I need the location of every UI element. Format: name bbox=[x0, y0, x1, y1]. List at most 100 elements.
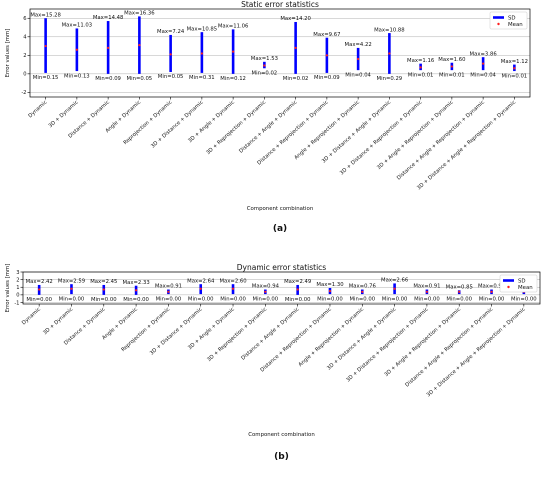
panel-label: (a) bbox=[273, 224, 287, 234]
x-tick-label: 3D + Dynamic bbox=[42, 306, 74, 336]
min-label: Min=0.04 bbox=[470, 72, 496, 78]
y-axis-label: Error values [mm] bbox=[5, 29, 11, 78]
max-label: Max=0.91 bbox=[413, 284, 440, 290]
y-tick-label: 4 bbox=[23, 35, 27, 41]
x-tick-label: Distance + Reprojection + Dynamic bbox=[259, 306, 332, 373]
plot-frame bbox=[22, 271, 541, 305]
max-label: Max=11.06 bbox=[218, 24, 249, 30]
mean-marker bbox=[75, 48, 78, 51]
min-label: Min=0.15 bbox=[33, 75, 59, 81]
mean-marker bbox=[361, 290, 364, 293]
max-label: Max=2.42 bbox=[26, 279, 53, 285]
max-label: Max=7.24 bbox=[157, 29, 185, 35]
chart-title: Dynamic error statistics bbox=[237, 263, 327, 272]
mean-marker bbox=[231, 287, 235, 290]
min-label: Min=0.00 bbox=[285, 297, 311, 303]
max-label: Max=4.22 bbox=[345, 42, 372, 48]
mean-marker bbox=[325, 54, 328, 57]
mean-marker bbox=[199, 287, 202, 290]
mean-marker bbox=[296, 288, 299, 291]
max-label: Max=10.85 bbox=[187, 26, 218, 32]
mean-marker bbox=[419, 66, 422, 69]
mean-marker bbox=[138, 44, 141, 47]
legend-sd-label: SD bbox=[508, 16, 516, 22]
min-label: Min=0.00 bbox=[382, 296, 408, 302]
x-tick-label: 3D + Dynamic bbox=[48, 99, 80, 129]
x-tick-label: Distance + Angle + Dynamic bbox=[240, 306, 300, 361]
max-label: Max=0.76 bbox=[349, 284, 377, 290]
y-tick-label: 0 bbox=[23, 72, 26, 78]
min-label: Min=0.00 bbox=[220, 296, 246, 302]
min-label: Min=0.00 bbox=[479, 296, 505, 302]
max-label: Max=2.49 bbox=[284, 279, 311, 285]
max-label: Max=2.66 bbox=[381, 278, 409, 284]
min-label: Min=0.01 bbox=[502, 73, 528, 79]
chart-dynamic: Dynamic error statistics -10 1 23 Error valu… bbox=[5, 263, 541, 462]
mean-marker bbox=[167, 290, 170, 293]
min-label: Min=0.00 bbox=[253, 296, 279, 302]
legend-mean-label: Mean bbox=[518, 285, 533, 291]
min-label: Min=0.09 bbox=[95, 76, 121, 82]
legend-mean-swatch bbox=[507, 285, 510, 289]
x-tick-label: 3D + Reprojection + Dynamic bbox=[206, 306, 268, 363]
max-label: Max=3.86 bbox=[470, 51, 498, 57]
max-label: Max=14.20 bbox=[280, 16, 311, 22]
y-axis-label: Error values [mm] bbox=[5, 264, 11, 313]
mean-marker bbox=[200, 52, 203, 55]
max-label: Max=15.28 bbox=[30, 12, 61, 18]
max-label: Max=1.16 bbox=[407, 58, 435, 64]
min-label: Min=0.02 bbox=[252, 70, 278, 76]
mean-marker bbox=[44, 44, 47, 48]
legend-mean-label: Mean bbox=[508, 22, 523, 28]
mean-marker bbox=[263, 64, 266, 67]
min-label: Min=0.05 bbox=[158, 74, 184, 80]
x-axis-label: Component combination bbox=[248, 432, 315, 438]
chart-static: Static error statistics -2 0 2 4 6 Error value… bbox=[5, 0, 531, 234]
mean-marker bbox=[388, 52, 391, 55]
min-label: Min=0.01 bbox=[439, 72, 465, 78]
mean-marker bbox=[425, 290, 429, 293]
x-tick-label: 3D + Distance + Dynamic bbox=[149, 306, 204, 356]
min-label: Min=0.29 bbox=[377, 76, 403, 82]
x-tick-label: Angle + Reprojection + Dynamic bbox=[298, 306, 366, 368]
max-label: Max=2.59 bbox=[58, 278, 85, 284]
max-label: Max=1.60 bbox=[438, 57, 466, 63]
legend-sd-label: SD bbox=[518, 279, 526, 285]
mean-marker bbox=[482, 62, 485, 65]
max-label: Max=0.91 bbox=[155, 284, 182, 290]
plot-frame bbox=[29, 8, 531, 98]
max-label: Max=1.53 bbox=[251, 56, 278, 62]
mean-marker bbox=[70, 287, 73, 290]
mean-marker bbox=[38, 288, 41, 291]
legend-mean-swatch bbox=[497, 22, 500, 26]
min-label: Min=0.00 bbox=[317, 296, 343, 302]
mean-marker bbox=[134, 289, 138, 292]
y-tick-label: 3 bbox=[16, 270, 19, 276]
max-label: Max=16.36 bbox=[124, 11, 155, 17]
mean-marker bbox=[513, 67, 516, 70]
max-label: Max=2.33 bbox=[123, 280, 150, 286]
min-label: Min=0.00 bbox=[188, 296, 214, 302]
y-tick-label: 6 bbox=[23, 16, 26, 22]
x-tick-label: 3D + Distance + Angle + Dynamic bbox=[326, 306, 397, 371]
min-label: Min=0.00 bbox=[156, 296, 182, 302]
x-axis-label: Component combination bbox=[247, 206, 314, 212]
y-tick-label: 2 bbox=[16, 277, 19, 283]
x-tick-label: Dynamic bbox=[21, 306, 42, 326]
min-label: Min=0.12 bbox=[220, 76, 246, 82]
min-label: Min=0.00 bbox=[59, 296, 85, 302]
max-label: Max=1.12 bbox=[501, 59, 528, 65]
x-tick-label: Dynamic bbox=[27, 99, 48, 119]
mean-marker bbox=[393, 287, 396, 290]
chart-title: Static error statistics bbox=[241, 0, 319, 9]
x-tick-label: 3D + Reprojection + Dynamic bbox=[205, 99, 267, 156]
min-label: Min=0.00 bbox=[26, 297, 52, 303]
mean-marker bbox=[107, 46, 110, 50]
y-tick-label: -2 bbox=[21, 90, 26, 96]
mean-marker bbox=[264, 290, 267, 293]
min-label: Min=0.00 bbox=[91, 297, 117, 303]
min-label: Min=0.00 bbox=[123, 297, 149, 303]
mean-marker bbox=[357, 57, 360, 61]
min-label: Min=0.04 bbox=[345, 72, 371, 78]
